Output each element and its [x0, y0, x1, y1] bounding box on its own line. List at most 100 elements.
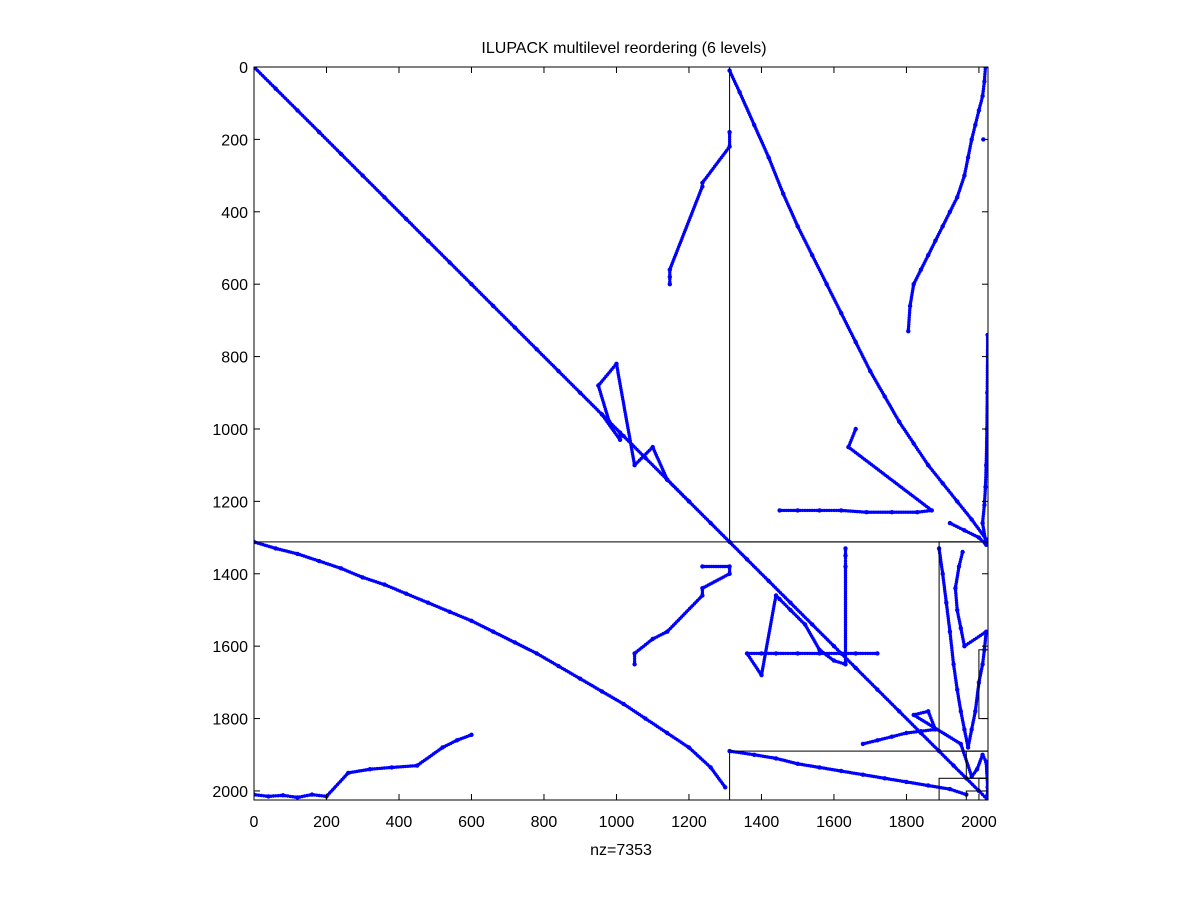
nonzero-point: [843, 553, 848, 558]
nonzero-series-6: [596, 130, 732, 667]
nonzero-point: [822, 508, 826, 513]
nonzero-point: [820, 651, 824, 656]
nonzero-point: [817, 508, 822, 513]
chart-title: ILUPACK multilevel reordering (6 levels): [481, 40, 766, 57]
nonzero-point: [727, 564, 732, 569]
nonzero-point: [667, 282, 672, 287]
nonzero-point: [795, 651, 800, 656]
y-tick-label: 2000: [212, 784, 248, 801]
x-tick-label: 2000: [961, 814, 997, 831]
nonzero-point: [834, 508, 839, 513]
nonzero-point: [983, 484, 988, 490]
nonzero-point: [773, 651, 779, 656]
nonzero-point: [375, 766, 379, 771]
nonzero-point: [805, 508, 810, 513]
nonzero-point: [960, 549, 965, 555]
nonzero-point: [803, 651, 807, 656]
nonzero-point: [618, 433, 622, 437]
y-tick-label: 1400: [212, 567, 248, 584]
x-tick-label: 600: [458, 814, 485, 831]
nonzero-point: [744, 651, 750, 656]
nonzero-point: [274, 794, 278, 798]
nonzero-point: [827, 651, 831, 656]
nonzero-point: [812, 508, 817, 513]
nonzero-point: [825, 651, 829, 656]
nonzero-point: [849, 651, 853, 656]
nonzero-point: [667, 267, 672, 272]
nonzero-point: [817, 651, 822, 656]
nonzero-point: [844, 651, 848, 656]
nonzero-point: [820, 508, 824, 513]
nonzero-point: [781, 651, 785, 656]
nonzero-point: [795, 508, 800, 513]
nonzero-point: [983, 482, 988, 487]
nonzero-point: [827, 508, 831, 513]
nonzero-point: [918, 510, 922, 514]
nonzero-point: [723, 785, 728, 790]
y-tick-label: 200: [221, 132, 248, 149]
nonzero-point: [752, 651, 756, 656]
nonzero-point: [853, 426, 858, 432]
nonzero-point: [843, 559, 848, 563]
y-tick-label: 800: [221, 350, 248, 367]
nonzero-point: [798, 508, 802, 513]
y-tick-label: 1800: [212, 712, 248, 729]
nonzero-point: [983, 67, 988, 70]
nonzero-point: [632, 651, 637, 656]
nonzero-point: [870, 651, 875, 656]
nonzero-point: [632, 657, 637, 661]
y-axis-ticks: 0 200 400 600 800 1000 1200 1400 1600 1800 2000: [212, 60, 988, 801]
x-tick-label: 1600: [816, 814, 852, 831]
nonzero-point: [700, 589, 705, 593]
nonzero-point: [700, 180, 705, 185]
nonzero-point: [788, 651, 793, 656]
nonzero-point: [841, 651, 846, 656]
nonzero-series-10: [860, 709, 988, 800]
nonzero-point: [863, 651, 868, 656]
nonzero-point: [839, 651, 844, 656]
nonzero-series-4: [727, 748, 969, 797]
nonzero-point: [808, 508, 812, 513]
nonzero-point: [825, 508, 829, 513]
nonzero-series-8: [936, 546, 988, 750]
nonzero-point: [469, 732, 474, 737]
nonzero-point: [829, 508, 834, 513]
nonzero-point: [767, 651, 771, 656]
y-tick-label: 1600: [212, 639, 248, 656]
nonzero-point: [984, 475, 988, 479]
nonzero-point: [632, 654, 637, 658]
nonzero-point: [779, 651, 783, 656]
nonzero-point: [800, 651, 805, 656]
nonzero-point: [776, 651, 781, 656]
x-tick-label: 1800: [889, 814, 925, 831]
nonzero-point: [861, 651, 865, 656]
nonzero-point: [984, 478, 988, 482]
nonzero-point: [668, 270, 672, 274]
x-tick-label: 1200: [671, 814, 707, 831]
x-tick-label: 400: [386, 814, 413, 831]
nonzero-point: [812, 651, 817, 656]
nonzero-marks: [254, 67, 988, 800]
nonzero-point: [810, 508, 814, 513]
nonzero-point: [984, 470, 988, 475]
nonzero-point: [786, 651, 790, 656]
x-tick-label: 0: [250, 814, 259, 831]
nonzero-point: [800, 508, 805, 513]
y-tick-label: 400: [221, 205, 248, 222]
nonzero-point: [822, 651, 826, 656]
nonzero-point: [843, 546, 848, 551]
nonzero-point: [875, 651, 880, 656]
nonzero-point: [984, 473, 988, 477]
nonzero-point: [985, 792, 988, 797]
nonzero-point: [769, 651, 773, 656]
nonzero-point: [983, 480, 988, 484]
nonzero-point: [810, 651, 814, 656]
nonzero-point: [829, 651, 834, 656]
nonzero-point: [750, 651, 754, 656]
x-tick-label: 200: [313, 814, 340, 831]
nonzero-point: [803, 508, 807, 513]
x-axis-ticks: 0 200 400 600 800 1000 1200 1400 1600 1800 2000: [250, 67, 997, 831]
nonzero-point: [700, 586, 705, 591]
nonzero-series-3: [254, 539, 728, 790]
nonzero-point: [834, 651, 839, 656]
